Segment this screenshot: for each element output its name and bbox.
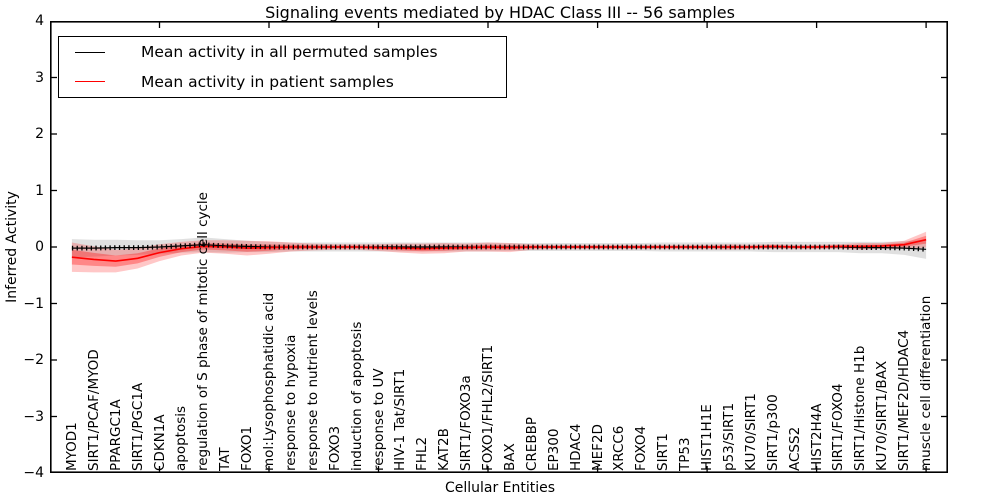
- x-category-label: HIST1H1E: [699, 404, 716, 471]
- x-category-label: FOXO3: [326, 425, 343, 471]
- x-category-label: response to nutrient levels: [304, 290, 321, 471]
- x-category-label: FOXO1: [239, 425, 256, 471]
- x-category-label: MYOD1: [63, 422, 80, 471]
- x-category-label: CDKN1A: [151, 414, 168, 471]
- legend-label: Mean activity in patient samples: [141, 72, 394, 91]
- plot-area: [50, 20, 949, 474]
- x-category-label: BAX: [501, 443, 518, 471]
- y-tick-label: −3: [23, 408, 44, 425]
- x-category-label: mol:Lysophosphatidic acid: [261, 292, 278, 471]
- x-category-label: SIRT1: [655, 433, 672, 471]
- patient-mean-line: [71, 238, 927, 262]
- x-category-label: HIV-1 Tat/SIRT1: [392, 368, 409, 471]
- x-category-label: regulation of S phase of mitotic cell cy…: [195, 192, 212, 471]
- x-category-label: HIST2H4A: [808, 403, 825, 471]
- x-category-label: induction of apoptosis: [348, 321, 365, 471]
- x-category-label: KAT2B: [436, 428, 453, 471]
- x-category-label: SIRT1/FOXO4: [830, 383, 847, 471]
- x-category-label: HDAC4: [567, 423, 584, 471]
- x-category-label: FOXO1/FHL2/SIRT1: [480, 344, 497, 471]
- x-axis-label: Cellular Entities: [444, 480, 556, 496]
- y-tick-label: 1: [35, 182, 44, 199]
- x-category-label: SIRT1/PCAF/MYOD: [85, 349, 102, 471]
- patient-band-outer: [71, 231, 927, 273]
- x-category-label: EP300: [545, 428, 562, 471]
- legend-line-sample-black: [75, 51, 105, 53]
- legend-label: Mean activity in all permuted samples: [141, 43, 438, 62]
- x-category-label: SIRT1/PGC1A: [129, 382, 146, 471]
- y-tick-label: −2: [23, 352, 44, 368]
- chart-title: Signaling events mediated by HDAC Class …: [265, 3, 735, 22]
- x-category-label: SIRT1/FOXO3a: [458, 375, 475, 471]
- y-tick-label: −1: [23, 295, 44, 312]
- x-category-label: MEF2D: [589, 424, 606, 471]
- x-category-label: PPARGC1A: [107, 399, 124, 471]
- legend-item-patient: Mean activity in patient samples: [59, 68, 506, 96]
- y-tick-label: 4: [35, 13, 44, 29]
- x-category-label: KU70/SIRT1: [742, 393, 759, 471]
- x-category-label: SIRT1/p300: [764, 394, 781, 471]
- x-category-label: muscle cell differentiation: [918, 295, 935, 471]
- x-category-label: XRCC6: [611, 425, 628, 471]
- x-category-label: response to UV: [370, 368, 387, 471]
- x-category-label: KU70/SIRT1/BAX: [874, 360, 891, 471]
- y-tick-label: 0: [35, 239, 44, 255]
- x-category-label: TP53: [677, 437, 694, 471]
- legend: Mean activity in all permuted samples Me…: [58, 36, 507, 98]
- x-category-label: FOXO4: [633, 425, 650, 471]
- legend-line-sample-red: [75, 81, 105, 83]
- x-category-label: CREBBP: [523, 417, 540, 471]
- x-category-label: response to hypoxia: [282, 334, 299, 471]
- x-category-label: TAT: [217, 447, 234, 471]
- permuted-band: [71, 237, 927, 259]
- x-category-label: apoptosis: [173, 405, 190, 471]
- x-category-label: SIRT1/Histone H1b: [852, 345, 869, 471]
- x-category-label: ACSS2: [786, 426, 803, 471]
- legend-item-permuted: Mean activity in all permuted samples: [59, 38, 506, 66]
- y-tick-label: −4: [23, 465, 44, 481]
- y-tick-label: 3: [35, 69, 44, 86]
- x-category-label: SIRT1/MEF2D/HDAC4: [896, 329, 913, 471]
- patient-band-inner: [71, 235, 927, 267]
- x-category-label: FHL2: [414, 436, 431, 471]
- x-category-label: p53/SIRT1: [720, 402, 737, 471]
- y-tick-label: 2: [35, 126, 44, 142]
